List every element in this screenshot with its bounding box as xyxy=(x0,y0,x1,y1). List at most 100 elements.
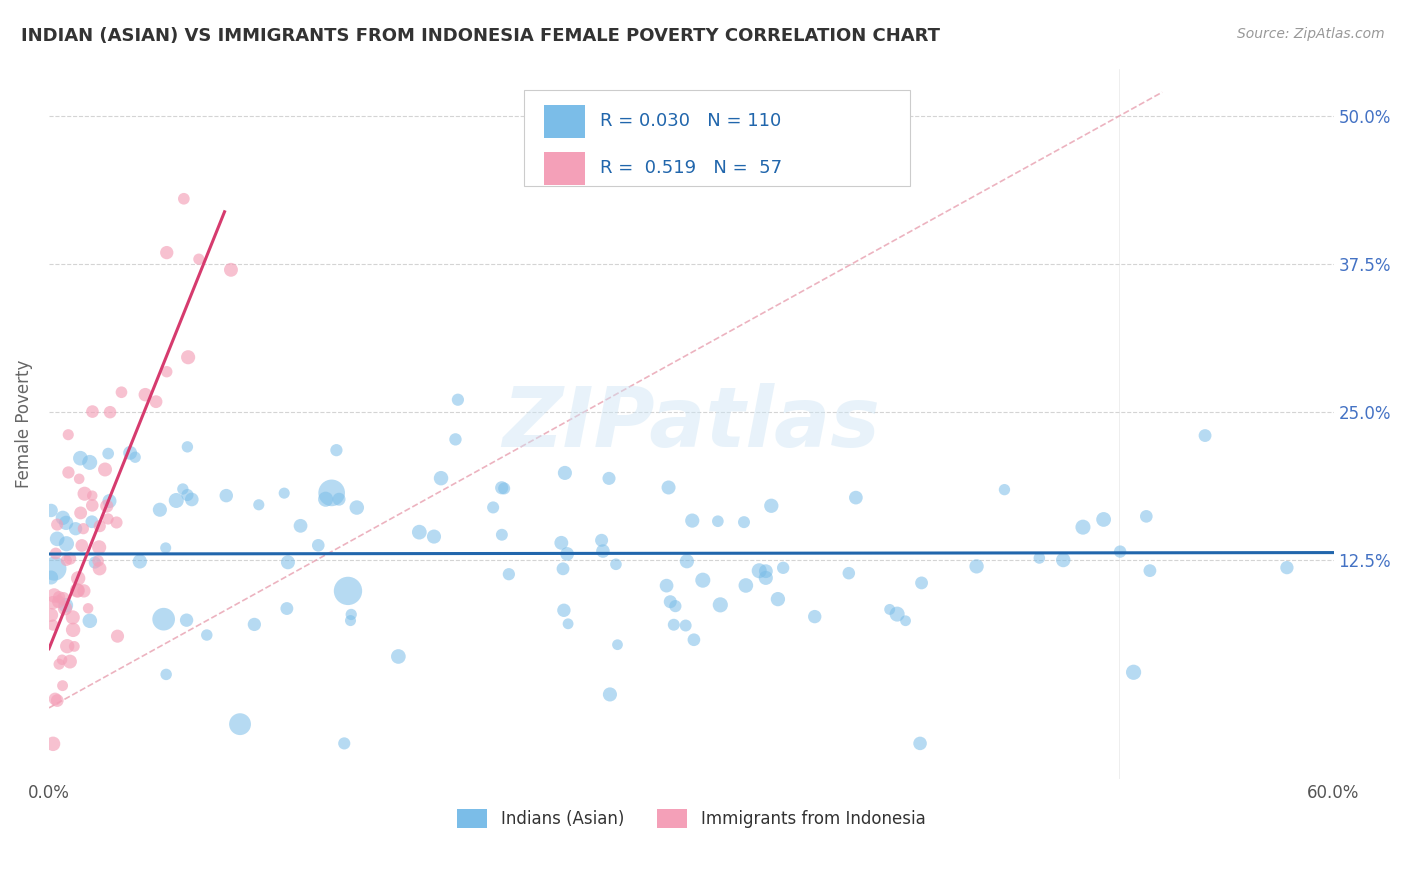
Point xyxy=(307,538,329,552)
Point xyxy=(62,623,84,637)
Point xyxy=(657,481,679,495)
Point xyxy=(82,499,104,513)
Point xyxy=(325,443,347,458)
Point xyxy=(591,533,613,548)
Point xyxy=(155,541,177,555)
Point xyxy=(156,245,179,260)
Point xyxy=(56,639,79,653)
Point xyxy=(59,655,82,669)
Point xyxy=(55,516,77,530)
Point xyxy=(550,536,572,550)
Point xyxy=(98,494,121,508)
Point xyxy=(1052,553,1074,567)
Point xyxy=(87,554,110,568)
Point xyxy=(683,632,706,647)
Point xyxy=(89,561,111,575)
Point xyxy=(879,602,901,616)
Point xyxy=(707,514,730,528)
Point xyxy=(734,578,756,592)
Point xyxy=(173,192,195,206)
Point xyxy=(333,736,356,750)
Point xyxy=(664,599,686,614)
Text: R =  0.519   N =  57: R = 0.519 N = 57 xyxy=(600,160,782,178)
Point xyxy=(491,528,513,542)
Point xyxy=(176,613,198,627)
Point xyxy=(67,472,90,486)
Point xyxy=(557,616,579,631)
Text: ZIPatlas: ZIPatlas xyxy=(502,384,880,464)
Point xyxy=(58,466,80,480)
Point xyxy=(555,547,578,561)
Point xyxy=(110,385,132,400)
Point xyxy=(176,440,198,454)
Point xyxy=(134,387,156,401)
Point xyxy=(70,539,93,553)
Point xyxy=(52,591,75,606)
Point xyxy=(39,503,62,517)
Point xyxy=(96,499,118,513)
Point xyxy=(290,518,312,533)
Point xyxy=(692,573,714,587)
Point xyxy=(447,392,470,407)
Point xyxy=(408,525,430,540)
Point xyxy=(1092,512,1115,526)
Point xyxy=(79,455,101,469)
Point xyxy=(48,657,70,672)
Point xyxy=(80,515,103,529)
Point xyxy=(107,629,129,643)
Point xyxy=(145,394,167,409)
Point xyxy=(165,493,187,508)
Point xyxy=(42,737,65,751)
Point xyxy=(966,559,988,574)
Point xyxy=(97,512,120,526)
Point xyxy=(273,486,295,500)
Point xyxy=(681,514,703,528)
Point xyxy=(1071,520,1094,534)
Point xyxy=(58,427,80,442)
Point xyxy=(554,466,576,480)
Point xyxy=(592,544,614,558)
Point xyxy=(51,679,73,693)
Point xyxy=(66,583,89,598)
Point xyxy=(62,610,84,624)
Point xyxy=(48,590,70,604)
Point xyxy=(908,736,931,750)
Point xyxy=(128,554,150,568)
Point xyxy=(97,446,120,460)
Point xyxy=(315,492,337,507)
Point xyxy=(910,575,932,590)
Point xyxy=(444,433,467,447)
Point xyxy=(89,541,111,555)
Point xyxy=(276,601,298,615)
Point xyxy=(498,567,520,582)
Point xyxy=(838,566,860,581)
Point xyxy=(553,603,575,617)
Point xyxy=(155,667,177,681)
Point xyxy=(845,491,868,505)
Point xyxy=(39,570,62,584)
Point xyxy=(177,350,200,364)
Point xyxy=(55,599,77,613)
Point xyxy=(42,589,65,603)
Point xyxy=(659,595,682,609)
Point xyxy=(676,554,699,568)
Point xyxy=(98,405,121,419)
Point xyxy=(761,499,783,513)
Point xyxy=(66,583,89,598)
Point xyxy=(82,404,104,418)
Point xyxy=(149,502,172,516)
Point xyxy=(172,482,194,496)
Point xyxy=(1135,509,1157,524)
Point xyxy=(59,551,82,566)
Point xyxy=(105,516,128,530)
Point xyxy=(247,498,270,512)
Point xyxy=(176,488,198,502)
Point xyxy=(44,562,66,576)
Point xyxy=(195,628,218,642)
Point xyxy=(748,564,770,578)
Point xyxy=(886,607,908,621)
Point xyxy=(42,618,65,632)
Point xyxy=(430,471,453,485)
Point xyxy=(387,649,409,664)
Point xyxy=(79,614,101,628)
